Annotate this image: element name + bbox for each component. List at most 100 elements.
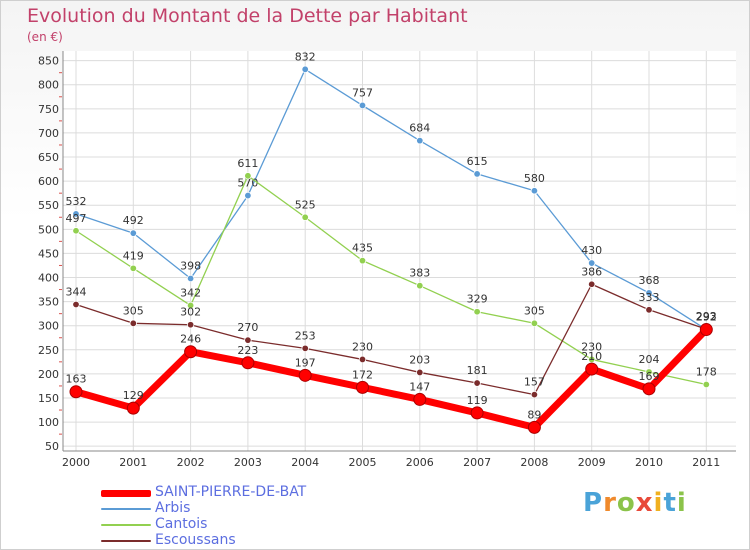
data-point: [645, 368, 653, 376]
data-point: [129, 264, 137, 273]
legend-swatch-arbis: [101, 508, 151, 510]
data-point: [301, 65, 309, 74]
series-line-escoussans: [75, 283, 707, 396]
data-label: 757: [352, 86, 373, 99]
data-label: 292: [696, 311, 717, 324]
x-tick-label: 2000: [62, 456, 90, 469]
x-tick-label: 2010: [635, 456, 663, 469]
legend-label-cantois: Cantois: [155, 516, 208, 532]
y-tick-label: 600: [38, 175, 59, 188]
y-tick-label: 200: [38, 368, 59, 381]
data-point: [72, 227, 80, 235]
x-tick-label: 2011: [692, 456, 720, 469]
y-tick-label: 300: [38, 320, 59, 333]
x-tick-label: 2003: [234, 456, 262, 469]
chart-subtitle: (en €): [27, 30, 63, 44]
data-point: [356, 380, 369, 394]
data-label: 430: [581, 244, 602, 257]
y-tick-label: 650: [38, 151, 59, 164]
plot-area: [63, 51, 736, 451]
data-point: [473, 379, 481, 387]
data-label: 497: [66, 212, 87, 225]
data-label: 230: [581, 340, 602, 353]
data-point: [184, 345, 198, 359]
data-point: [186, 301, 195, 310]
data-point: [588, 259, 596, 267]
data-label: 386: [581, 265, 602, 278]
data-label: 435: [352, 242, 373, 255]
data-point: [244, 336, 252, 344]
series-line-cantois: [75, 175, 707, 386]
data-label: 270: [237, 321, 258, 334]
data-label: 292: [696, 311, 717, 324]
data-point: [413, 392, 427, 406]
y-tick-label: 700: [38, 127, 59, 140]
data-label: 305: [123, 304, 144, 317]
data-label: 305: [524, 304, 545, 317]
data-point: [129, 319, 137, 327]
data-label: 684: [409, 122, 430, 135]
y-tick-label: 350: [38, 296, 59, 309]
data-point: [530, 187, 539, 195]
data-point: [416, 368, 424, 377]
data-point: [702, 380, 710, 389]
x-tick-label: 2004: [291, 456, 319, 469]
data-label: 525: [295, 198, 316, 211]
data-point: [358, 101, 367, 110]
data-point: [645, 289, 653, 297]
legend-swatch-cantois: [101, 524, 151, 526]
legend-swatch-saint-pierre: [101, 490, 151, 497]
data-label: 172: [352, 368, 373, 381]
data-label: 492: [123, 214, 144, 227]
data-point: [244, 172, 252, 180]
y-tick-label: 850: [38, 55, 59, 68]
data-point: [129, 229, 137, 237]
data-point: [473, 308, 481, 316]
data-label: 333: [639, 291, 660, 304]
data-point: [186, 274, 195, 283]
data-label: 302: [180, 306, 201, 319]
chart-title: Evolution du Montant de la Dette par Hab…: [27, 5, 468, 27]
y-tick-label: 150: [38, 392, 59, 405]
data-label: 119: [467, 394, 488, 407]
x-tick-label: 2002: [177, 456, 205, 469]
data-label: 181: [467, 364, 488, 377]
x-tick-label: 2009: [578, 456, 606, 469]
data-point: [416, 281, 424, 290]
y-tick-label: 50: [45, 440, 59, 453]
data-label: 157: [524, 376, 545, 389]
data-point: [301, 213, 309, 221]
data-label: 398: [180, 259, 201, 272]
legend-label-escoussans: Escoussans: [155, 532, 236, 548]
y-tick-label: 500: [38, 223, 59, 236]
line-chart: 50 100 150 200 250 300 350 400 450 500 550 600 650 70…: [38, 50, 736, 469]
data-label: 169: [639, 370, 660, 383]
data-label: 344: [66, 285, 87, 298]
y-tick-label: 400: [38, 272, 59, 285]
data-label: 580: [524, 172, 545, 185]
data-label: 197: [295, 356, 316, 369]
data-point: [530, 319, 539, 327]
series-line-saint-pierre-de-bat: [72, 326, 710, 431]
data-point: [72, 300, 80, 309]
data-point: [244, 191, 252, 200]
data-label: 253: [295, 329, 316, 342]
data-point: [699, 323, 713, 337]
legend-label-arbis: Arbis: [155, 500, 191, 516]
x-tick-label: 2006: [406, 456, 434, 469]
data-label: 129: [123, 389, 144, 402]
data-point: [241, 356, 255, 370]
data-label: 147: [409, 380, 430, 393]
data-label: 532: [66, 195, 87, 208]
data-label: 89: [527, 408, 541, 421]
data-label: 203: [409, 353, 430, 366]
data-label: 611: [237, 157, 258, 170]
data-point: [530, 390, 539, 399]
series-line-arbis: [75, 68, 707, 331]
data-point: [470, 406, 484, 420]
data-point: [585, 362, 599, 376]
data-label: 230: [352, 340, 373, 353]
data-point: [588, 280, 596, 288]
data-label: 293: [696, 310, 717, 323]
